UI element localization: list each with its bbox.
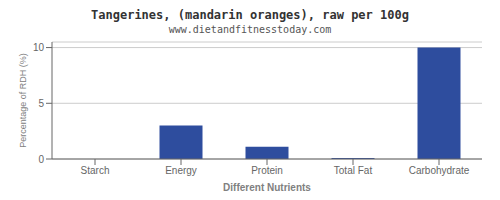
svg-text:Starch: Starch xyxy=(81,165,110,176)
svg-text:10: 10 xyxy=(33,42,45,53)
html-text:Tangerines, (mandarin oranges): Tangerines, (mandarin oranges), raw per … xyxy=(91,8,409,22)
svg-text:Energy: Energy xyxy=(165,165,197,176)
svg-text:Percentage of RDH (%): Percentage of RDH (%) xyxy=(18,53,28,148)
svg-text:5: 5 xyxy=(38,98,44,109)
svg-text:0: 0 xyxy=(38,154,44,165)
svg-text:Total Fat: Total Fat xyxy=(334,165,373,176)
svg-text:Protein: Protein xyxy=(251,165,283,176)
html-text:www.dietandfitnesstoday.com: www.dietandfitnesstoday.com xyxy=(168,24,332,35)
svg-text:Carbohydrate: Carbohydrate xyxy=(409,165,470,176)
svg-text:Different Nutrients: Different Nutrients xyxy=(223,182,311,191)
